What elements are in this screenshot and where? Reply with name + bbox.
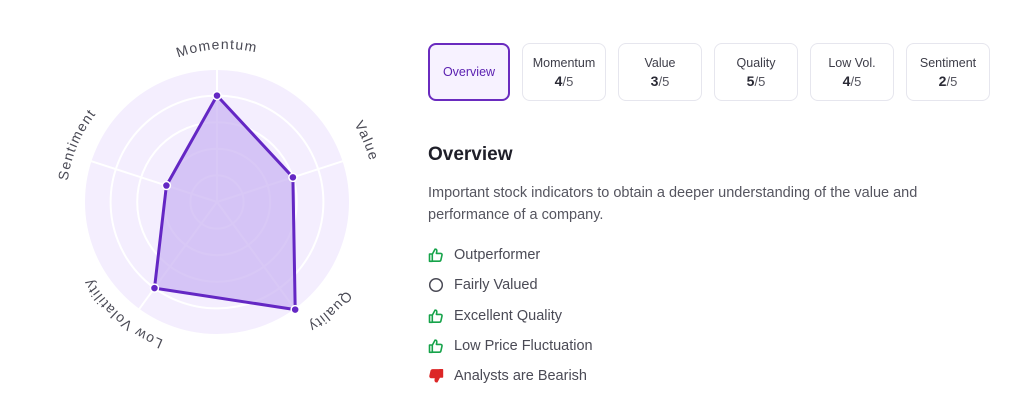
radar-point-low-volatility <box>149 283 160 293</box>
tab-label: Overview <box>442 65 496 79</box>
tab-low-volatility[interactable]: Low Vol. 4/5 <box>810 43 894 101</box>
radar-svg: Momentum Value Quality Low Volatility Se… <box>55 36 382 352</box>
signal-item: Outperformer <box>428 240 998 270</box>
signal-list: Outperformer Fairly Valued Excellent Qua… <box>428 240 998 391</box>
factor-tabs: Overview Momentum 4/5 Value 3/5 Quality … <box>428 43 990 101</box>
tab-momentum[interactable]: Momentum 4/5 <box>522 43 606 101</box>
axis-label-value: Value <box>351 118 382 163</box>
radar-chart: Momentum Value Quality Low Volatility Se… <box>40 20 400 380</box>
signal-item: Analysts are Bearish <box>428 361 998 391</box>
tab-score: 5/5 <box>746 72 766 89</box>
radar-point-sentiment <box>161 180 172 191</box>
tab-label: Quality <box>736 55 776 70</box>
tab-overview[interactable]: Overview <box>428 43 510 101</box>
tab-quality[interactable]: Quality 5/5 <box>714 43 798 101</box>
tab-label: Low Vol. <box>828 55 876 70</box>
signal-item: Excellent Quality <box>428 301 998 331</box>
tab-value[interactable]: Value 3/5 <box>618 43 702 101</box>
thumbs-up-icon <box>428 338 444 354</box>
radar-score-area <box>153 94 297 312</box>
overview-panel: Overview Important stock indicators to o… <box>428 144 998 391</box>
tab-score: 2/5 <box>938 72 958 89</box>
tab-label: Sentiment <box>919 55 977 70</box>
tab-label: Momentum <box>532 55 596 70</box>
overview-description: Important stock indicators to obtain a d… <box>428 185 918 223</box>
signal-text: Analysts are Bearish <box>454 368 587 385</box>
signal-item: Fairly Valued <box>428 270 998 300</box>
overview-title: Overview <box>428 144 513 165</box>
tab-score: 3/5 <box>650 72 670 89</box>
thumbs-up-icon <box>428 308 444 324</box>
signal-text: Fairly Valued <box>454 277 538 294</box>
radar-point-momentum <box>212 90 222 101</box>
circle-icon <box>428 277 444 293</box>
radar-point-quality <box>290 304 300 315</box>
axis-label-momentum: Momentum <box>174 36 259 60</box>
thumbs-down-icon <box>428 368 444 384</box>
tab-score: 4/5 <box>554 72 574 89</box>
signal-text: Excellent Quality <box>454 307 562 324</box>
tab-sentiment[interactable]: Sentiment 2/5 <box>906 43 990 101</box>
radar-point-value <box>288 172 298 183</box>
tab-label: Value <box>644 55 676 70</box>
signal-text: Low Price Fluctuation <box>454 338 593 355</box>
signal-text: Outperformer <box>454 247 541 264</box>
signal-item: Low Price Fluctuation <box>428 331 998 361</box>
tab-score: 4/5 <box>842 72 862 89</box>
thumbs-up-icon <box>428 247 444 263</box>
